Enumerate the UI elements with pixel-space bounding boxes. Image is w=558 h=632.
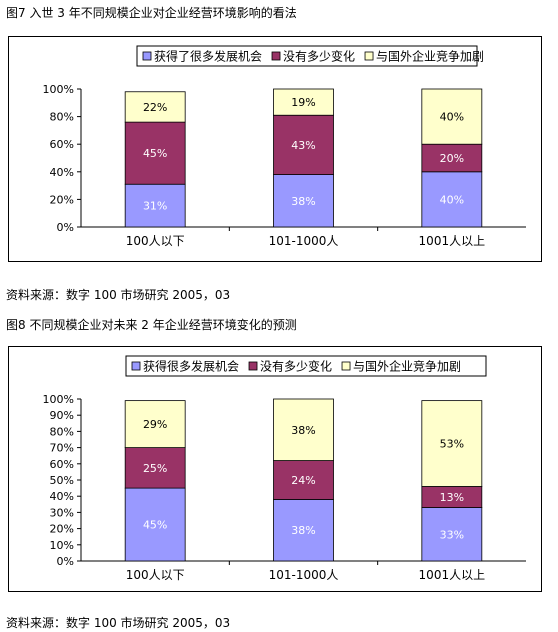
chart2-bar-2-2	[273, 460, 334, 500]
chart1-caption: 图7 入世 3 年不同规模企业对企业经营环境影响的看法	[6, 6, 297, 20]
chart2-bar-3-2	[273, 398, 334, 461]
chart2-category-label: 100人以下	[126, 568, 185, 582]
chart2-bar-1-3	[421, 507, 483, 562]
chart1-data-label: 40%	[440, 193, 464, 206]
chart1-legend-box	[136, 45, 478, 67]
chart2-caption: 图8 不同规模企业对未来 2 年企业经营环境变化的预测	[6, 318, 297, 332]
chart2-frame: 获得很多发展机会 没有多少变化 与国外企业竞争加剧 0% 10% 20% 30% 40% 50%…	[8, 346, 542, 592]
chart1-data-label: 19%	[291, 96, 315, 109]
chart2-ytick-label: 50%	[50, 474, 74, 487]
chart2-legend-label-3: 与国外企业竞争加剧	[353, 359, 461, 374]
chart2-ytick-label: 40%	[50, 490, 74, 503]
chart2-category-label: 1001人以上	[419, 568, 486, 582]
chart1-frame: 获得了很多发展机会 没有多少变化 与国外企业竞争加剧 0% 20% 40% 60% 80% 10…	[8, 36, 542, 262]
chart1-category-label: 1001人以上	[419, 234, 486, 248]
chart1-data-label: 38%	[291, 195, 315, 208]
chart2-legend-swatch-2	[248, 361, 258, 371]
chart1-bar-3-2	[273, 88, 334, 116]
chart2-ytick-label: 90%	[50, 409, 74, 422]
chart2-ytick-label: 100%	[43, 393, 74, 406]
chart2-source: 资料来源：数字 100 市场研究 2005，03	[6, 616, 231, 630]
chart1-legend-label-1: 获得了很多发展机会	[154, 49, 262, 64]
chart2-legend-label-2: 没有多少变化	[260, 359, 332, 374]
chart2-legend-label-1: 获得很多发展机会	[143, 359, 239, 374]
chart2-bar-3-1	[124, 400, 186, 448]
chart2-ytick-label: 30%	[50, 506, 74, 519]
chart2-data-label: 25%	[143, 462, 167, 475]
chart1-bar-1-3	[421, 171, 483, 228]
chart1-legend-label-2: 没有多少变化	[283, 49, 355, 64]
chart1-ytick-label: 60%	[50, 138, 74, 151]
chart2-data-label: 38%	[291, 524, 315, 537]
chart2-data-label: 13%	[440, 491, 464, 504]
chart1-bar-2-3	[421, 143, 483, 173]
chart1-bar-3-3	[421, 88, 483, 145]
chart1-bar-2-1	[124, 121, 186, 185]
chart2-legend-swatch-3	[341, 361, 351, 371]
chart2-legend-swatch-1	[131, 361, 141, 371]
chart2-bar-1-2	[273, 499, 334, 562]
chart2-ytick-label: 60%	[50, 458, 74, 471]
chart1-ytick-label: 20%	[50, 193, 74, 206]
chart1-category-label: 101-1000人	[269, 234, 339, 248]
chart1-legend-swatch-3	[364, 51, 374, 61]
chart1-data-label: 31%	[143, 200, 167, 213]
chart1-ytick-label: 80%	[50, 111, 74, 124]
chart2-ytick-label: 10%	[50, 539, 74, 552]
chart2-data-label: 24%	[291, 474, 315, 487]
chart2-data-label: 45%	[143, 519, 167, 532]
chart1-ytick-label: 100%	[43, 83, 74, 96]
chart1-svg: 获得了很多发展机会 没有多少变化 与国外企业竞争加剧 0% 20% 40% 60% 80% 10…	[43, 45, 526, 248]
chart2-bar-1-1	[124, 487, 186, 562]
chart2-ytick-label: 70%	[50, 442, 74, 455]
chart1-bar-1-1	[124, 183, 186, 228]
chart1-data-label: 20%	[440, 152, 464, 165]
chart2-ytick-label: 0%	[57, 555, 74, 568]
chart2-data-label: 38%	[291, 424, 315, 437]
chart1-ytick-label: 40%	[50, 166, 74, 179]
chart2-data-label: 29%	[143, 418, 167, 431]
chart2-data-label: 53%	[440, 438, 464, 451]
chart2-ytick-label: 20%	[50, 523, 74, 536]
chart1-data-label: 43%	[291, 139, 315, 152]
chart1-ytick-label: 0%	[57, 221, 74, 234]
chart1-source: 资料来源：数字 100 市场研究 2005，03	[6, 288, 231, 302]
chart1-data-label: 45%	[143, 147, 167, 160]
chart1-data-label: 40%	[440, 111, 464, 124]
chart1-bar-1-2	[273, 174, 334, 228]
chart1-bar-3-1	[124, 91, 186, 123]
chart2-ytick-label: 80%	[50, 425, 74, 438]
chart2-svg: 获得很多发展机会 没有多少变化 与国外企业竞争加剧 0% 10% 20% 30% 40% 50%…	[43, 355, 526, 582]
chart1-legend-swatch-1	[142, 51, 152, 61]
chart2-bar-3-3	[421, 400, 483, 487]
chart2-bar-2-1	[124, 447, 186, 489]
chart2-data-label: 33%	[440, 528, 464, 541]
chart2-category-label: 101-1000人	[269, 568, 339, 582]
chart1-data-label: 22%	[143, 101, 167, 114]
chart2-legend-box	[125, 355, 487, 377]
chart1-legend-swatch-2	[271, 51, 281, 61]
chart1-category-label: 100人以下	[126, 234, 185, 248]
chart1-legend-label-3: 与国外企业竞争加剧	[376, 49, 484, 64]
chart1-bar-2-2	[273, 114, 334, 175]
